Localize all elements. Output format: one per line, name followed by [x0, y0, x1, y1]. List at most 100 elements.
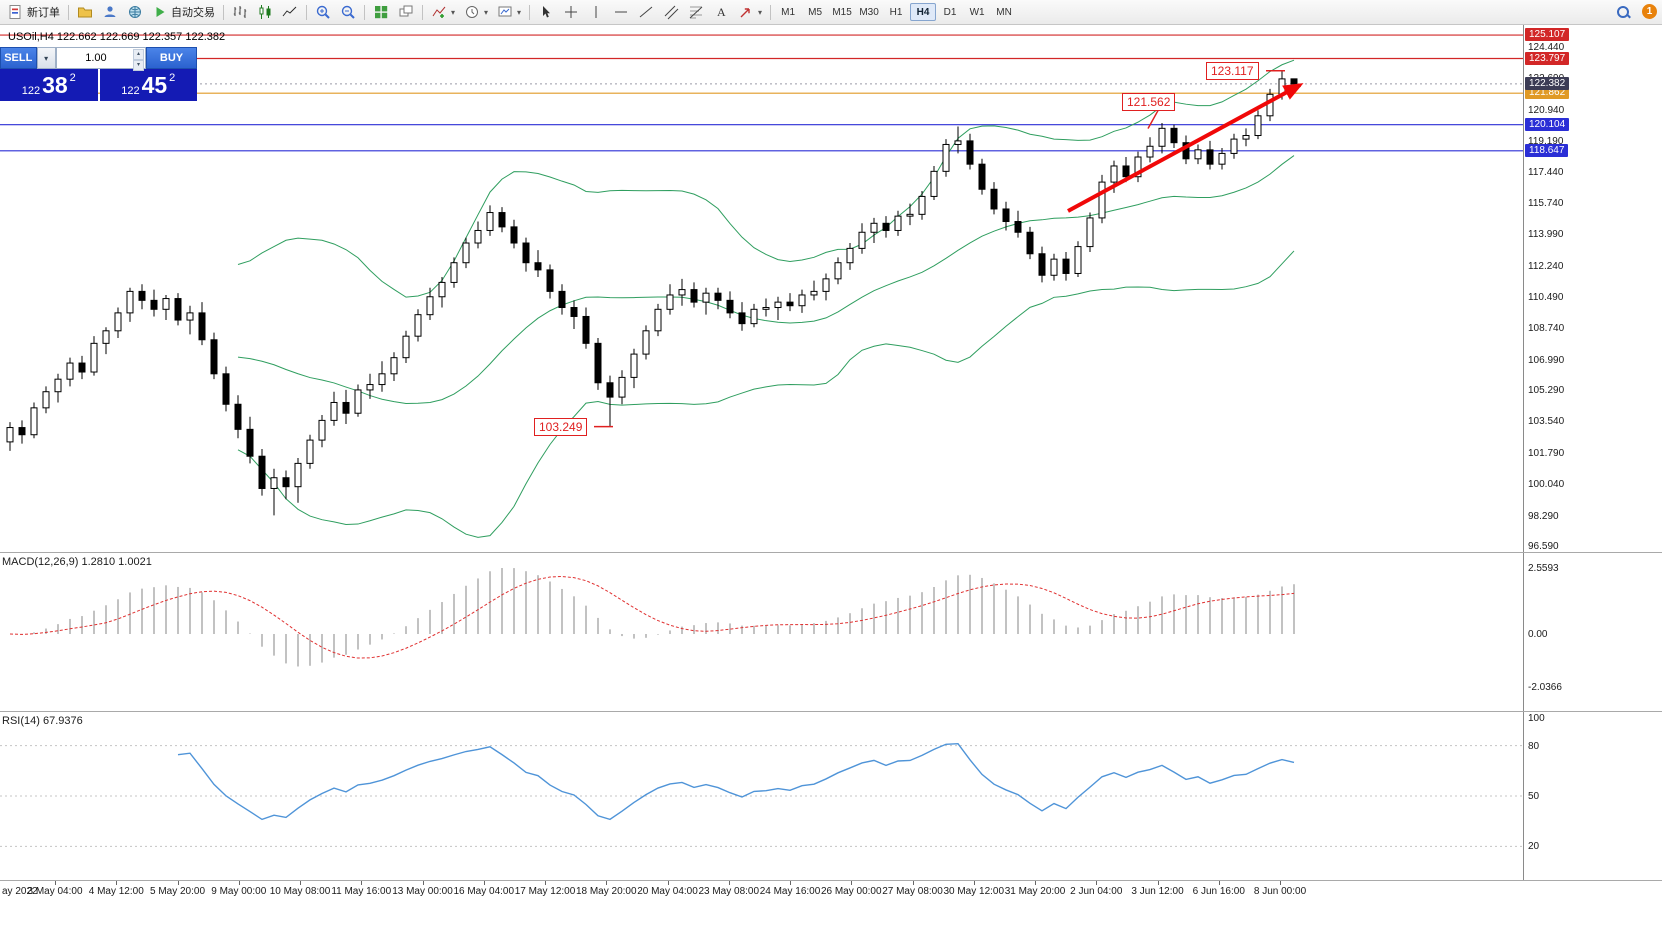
bollinger-upper[interactable]: [237, 59, 1295, 298]
zoom-in-button[interactable]: [311, 2, 335, 22]
spinner-down-icon[interactable]: ▾: [133, 60, 145, 71]
macd-histogram: [21, 568, 1295, 667]
autotrading-label: 自动交易: [171, 7, 215, 19]
main-chart-panel[interactable]: 124.440122.690120.940119.190117.440115.7…: [0, 25, 1662, 552]
macd-scale[interactable]: 2.5593 0.00 -2.0366: [1523, 553, 1662, 711]
macd-tick-0.00: 0.00: [1528, 629, 1548, 640]
spinner-up-icon[interactable]: ▴: [133, 49, 145, 60]
zoom-out-button[interactable]: [336, 2, 360, 22]
fibonacci-button[interactable]: [684, 2, 708, 22]
trend-arrow[interactable]: [1067, 83, 1304, 213]
cursor-button[interactable]: [534, 2, 558, 22]
trendline-button[interactable]: [634, 2, 658, 22]
sell-price-box[interactable]: 122 38 2: [0, 69, 98, 101]
price-tick-108.740: 108.740: [1528, 323, 1565, 335]
zoom-in-icon: [315, 4, 331, 20]
time-label: 9 May 00:00: [211, 886, 267, 897]
time-tick: [1280, 881, 1281, 885]
toolbar-separator: [68, 4, 69, 20]
indicators-button[interactable]: ▾: [427, 2, 459, 22]
toolbar-separator: [422, 4, 423, 20]
rsi-canvas[interactable]: [0, 712, 1523, 880]
text-button[interactable]: A: [709, 2, 733, 22]
profile-icon: [102, 4, 118, 20]
search-button[interactable]: [1612, 2, 1634, 22]
dropdown-caret: ▾: [758, 7, 763, 17]
channel-button[interactable]: [659, 2, 683, 22]
crosshair-button[interactable]: [559, 2, 583, 22]
arrows-button[interactable]: ▾: [734, 2, 766, 22]
candlestick-chart-button[interactable]: [253, 2, 277, 22]
price-annotation-103.249[interactable]: 103.249: [534, 417, 588, 436]
time-tick: [790, 881, 791, 885]
channel-icon: [663, 4, 679, 20]
community-button[interactable]: [123, 2, 147, 22]
autotrading-button[interactable]: 自动交易: [148, 2, 219, 22]
rsi-panel[interactable]: 100 80 50 20 RSI(14) 67.9376: [0, 712, 1662, 880]
timeframe-button-d1[interactable]: D1: [937, 3, 963, 21]
timeframe-button-h1[interactable]: H1: [883, 3, 909, 21]
bollinger-middle[interactable]: [237, 155, 1295, 405]
candles-group[interactable]: [6, 70, 1298, 516]
price-tick-101.790: 101.790: [1528, 447, 1565, 459]
timeframe-button-mn[interactable]: MN: [991, 3, 1017, 21]
level-tag-118.647: 118.647: [1525, 143, 1569, 157]
macd-panel[interactable]: 2.5593 0.00 -2.0366 MACD(12,26,9) 1.2810 1…: [0, 553, 1662, 711]
periods-button[interactable]: ▾: [460, 2, 492, 22]
notification-badge[interactable]: 1: [1642, 4, 1657, 19]
time-label: 20 May 04:00: [637, 886, 698, 897]
timeframe-button-m5[interactable]: M5: [802, 3, 828, 21]
history-center-button[interactable]: [73, 2, 97, 22]
timeframe-button-m30[interactable]: M30: [856, 3, 882, 21]
time-label: 6 Jun 16:00: [1192, 886, 1245, 897]
timeframe-button-m1[interactable]: M1: [775, 3, 801, 21]
level-tag-123.797: 123.797: [1525, 51, 1570, 65]
tile-windows-button[interactable]: [369, 2, 393, 22]
rsi-tick-50: 50: [1528, 791, 1540, 802]
rsi-tick-20: 20: [1528, 841, 1540, 853]
new-order-icon: [8, 4, 24, 20]
trade-controls-row: SELL ▾ ▴ ▾ BUY: [0, 47, 197, 71]
buy-button[interactable]: BUY: [146, 47, 197, 69]
price-tick-115.740: 115.740: [1528, 197, 1564, 209]
main-chart-canvas[interactable]: [0, 25, 1523, 552]
timeframe-button-m15[interactable]: M15: [829, 3, 855, 21]
macd-canvas[interactable]: [0, 553, 1523, 711]
one-click-trading-panel: SELL ▾ ▴ ▾ BUY 122 38 2 122: [0, 47, 197, 101]
panel-divider[interactable]: [0, 552, 1662, 553]
line-chart-button[interactable]: [278, 2, 302, 22]
rsi-line: [177, 742, 1295, 821]
fibonacci-icon: [688, 4, 704, 20]
panel-divider[interactable]: [0, 880, 1662, 881]
time-label: 17 May 12:00: [514, 886, 576, 897]
rsi-scale[interactable]: 100 80 50 20: [1523, 712, 1662, 880]
quote-ohlc: USOil,H4 122.662 122.669 122.357 122.382: [8, 31, 226, 43]
timeframe-button-w1[interactable]: W1: [964, 3, 990, 21]
volume-input[interactable]: [56, 48, 146, 68]
globe-icon: [127, 4, 143, 20]
horizontal-line-button[interactable]: [609, 2, 633, 22]
template-icon: [497, 4, 513, 20]
cascade-windows-button[interactable]: [394, 2, 418, 22]
new-order-button[interactable]: 新订单: [4, 2, 64, 22]
price-scale[interactable]: 124.440122.690120.940119.190117.440115.7…: [1523, 25, 1662, 552]
dropdown-caret: ▾: [451, 7, 456, 17]
time-label: 11 May 16:00: [331, 886, 392, 897]
price-annotation-121.562[interactable]: 121.562: [1122, 92, 1176, 111]
vertical-line-button[interactable]: [584, 2, 608, 22]
time-label: 24 May 16:00: [759, 886, 821, 897]
buy-price-box[interactable]: 122 45 2: [99, 69, 197, 101]
profile-button[interactable]: [98, 2, 122, 22]
timeframe-button-h4[interactable]: H4: [910, 3, 937, 21]
bollinger-lower[interactable]: [237, 250, 1295, 538]
rsi-tick-80: 80: [1528, 740, 1540, 752]
bar-chart-button[interactable]: [228, 2, 252, 22]
time-axis[interactable]: ay 2022 3 May 04:00 4 May 12:00 5 May 20:00…: [0, 881, 1662, 903]
toolbar-separator: [529, 4, 531, 20]
volume-dropdown-button[interactable]: ▾: [36, 47, 56, 69]
panel-divider[interactable]: [0, 711, 1662, 712]
current-price-tag: 122.382: [1525, 76, 1570, 90]
price-annotation-123.117[interactable]: 123.117: [1206, 61, 1259, 80]
sell-button[interactable]: SELL: [0, 47, 37, 69]
templates-button[interactable]: ▾: [493, 2, 525, 22]
